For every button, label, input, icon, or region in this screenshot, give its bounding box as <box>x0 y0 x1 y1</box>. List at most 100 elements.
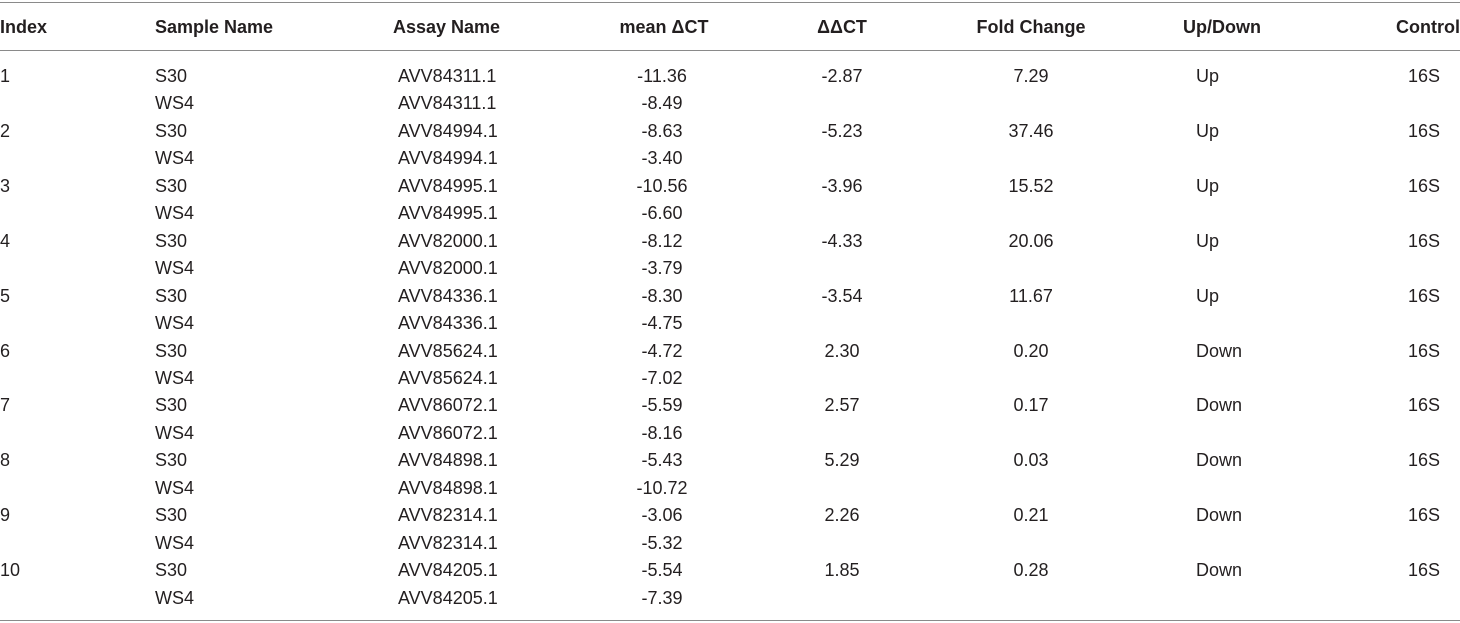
mean-dct-cell: -10.72 <box>636 477 688 498</box>
up-down-cell: Down <box>1196 395 1243 416</box>
sample-name-cell: WS4 <box>155 148 195 169</box>
sample-name-cell: WS4 <box>155 258 195 279</box>
up-down-cell: Up <box>1196 66 1220 86</box>
ddct-cell: -3.96 <box>821 175 863 196</box>
up-down-cell: Up <box>1196 285 1220 306</box>
fold-change-cell: 11.67 <box>1009 285 1053 306</box>
mean-dct-cell: -8.63 <box>641 120 683 141</box>
control-cell: 16S <box>1407 230 1441 251</box>
sample-name-cell: S30 <box>155 175 188 196</box>
assay-name-cell: AVV86072.1 <box>398 422 498 443</box>
assay-name-cell: AVV84995.1 <box>398 203 498 224</box>
index-cell: 8 <box>0 450 11 471</box>
column-header: Sample Name <box>155 17 274 37</box>
up-down-cell: Down <box>1196 505 1243 526</box>
sample-name-cell: S30 <box>155 505 188 526</box>
column-header: Index <box>0 17 48 37</box>
bottom-rule <box>0 620 1460 621</box>
assay-name-cell: AVV84994.1 <box>398 120 498 141</box>
column-header: Assay Name <box>393 17 501 37</box>
mean-dct-cell: -8.49 <box>641 93 683 114</box>
assay-name-cell: AVV82000.1 <box>398 230 498 251</box>
mean-dct-cell: -4.72 <box>641 340 683 361</box>
sample-name-cell: WS4 <box>155 587 195 608</box>
assay-name-cell: AVV84205.1 <box>398 560 498 581</box>
fold-change-cell: 0.28 <box>1013 560 1049 581</box>
sample-name-cell: S30 <box>155 560 188 581</box>
control-cell: 16S <box>1407 450 1441 471</box>
control-cell: 16S <box>1407 175 1441 196</box>
index-cell: 6 <box>0 340 11 361</box>
sample-name-cell: S30 <box>155 285 188 306</box>
index-cell: 2 <box>0 120 11 141</box>
control-cell: 16S <box>1407 395 1441 416</box>
ddct-cell: -3.54 <box>821 285 863 306</box>
control-cell: 16S <box>1407 285 1441 306</box>
control-cell: 16S <box>1407 120 1441 141</box>
control-cell: 16S <box>1407 66 1441 86</box>
sample-name-cell: WS4 <box>155 532 195 553</box>
column-header: Up/Down <box>1183 17 1261 37</box>
sample-name-cell: S30 <box>155 450 188 471</box>
assay-name-cell: AVV84336.1 <box>398 285 498 306</box>
sample-name-cell: S30 <box>155 340 188 361</box>
column-header: Fold Change <box>976 17 1086 37</box>
sample-name-cell: S30 <box>155 395 188 416</box>
mean-dct-cell: -7.02 <box>641 367 683 388</box>
index-cell: 1 <box>0 66 11 86</box>
header-rule <box>0 50 1460 51</box>
assay-name-cell: AVV84898.1 <box>398 450 498 471</box>
up-down-cell: Down <box>1196 340 1243 361</box>
mean-dct-cell: -6.60 <box>641 203 683 224</box>
mean-dct-cell: -8.30 <box>641 285 683 306</box>
assay-name-cell: AVV85624.1 <box>398 367 498 388</box>
ddct-cell: 2.57 <box>824 395 860 416</box>
assay-name-cell: AVV84994.1 <box>398 148 498 169</box>
fold-change-cell: 0.21 <box>1013 505 1049 526</box>
assay-name-cell: AVV82314.1 <box>398 532 498 553</box>
ddct-cell: 2.30 <box>824 340 860 361</box>
mean-dct-cell: -11.36 <box>637 66 687 86</box>
control-cell: 16S <box>1407 560 1441 581</box>
mean-dct-cell: -5.32 <box>641 532 683 553</box>
index-cell: 4 <box>0 230 11 251</box>
mean-dct-cell: -3.79 <box>641 258 683 279</box>
mean-dct-cell: -3.06 <box>641 505 683 526</box>
sample-name-cell: WS4 <box>155 367 195 388</box>
assay-name-cell: AVV84311.1 <box>398 93 497 114</box>
up-down-cell: Down <box>1196 560 1243 581</box>
sample-name-cell: WS4 <box>155 477 195 498</box>
column-header: mean ΔCT <box>619 17 709 37</box>
mean-dct-cell: -8.12 <box>641 230 683 251</box>
sample-name-cell: WS4 <box>155 313 195 334</box>
fold-change-cell: 37.46 <box>1008 120 1054 141</box>
assay-name-cell: AVV84336.1 <box>398 313 498 334</box>
mean-dct-cell: -4.75 <box>641 313 683 334</box>
index-cell: 7 <box>0 395 11 416</box>
ddct-cell: -5.23 <box>821 120 863 141</box>
mean-dct-cell: -5.59 <box>641 395 683 416</box>
ddct-cell: 5.29 <box>824 450 860 471</box>
ddct-cell: 2.26 <box>824 505 860 526</box>
assay-name-cell: AVV84898.1 <box>398 477 498 498</box>
ddct-cell: -2.87 <box>821 66 863 86</box>
sample-name-cell: WS4 <box>155 422 195 443</box>
assay-name-cell: AVV84311.1 <box>398 66 497 86</box>
assay-name-cell: AVV82314.1 <box>398 505 498 526</box>
up-down-cell: Up <box>1196 230 1220 251</box>
sample-name-cell: WS4 <box>155 203 195 224</box>
assay-name-cell: AVV84205.1 <box>398 587 498 608</box>
mean-dct-cell: -5.54 <box>641 560 683 581</box>
ddct-cell: -4.33 <box>821 230 863 251</box>
sample-name-cell: S30 <box>155 120 188 141</box>
assay-name-cell: AVV85624.1 <box>398 340 498 361</box>
fold-change-cell: 0.20 <box>1013 340 1049 361</box>
assay-name-cell: AVV84995.1 <box>398 175 498 196</box>
top-rule <box>0 2 1460 3</box>
mean-dct-cell: -5.43 <box>641 450 683 471</box>
up-down-cell: Down <box>1196 450 1243 471</box>
index-cell: 3 <box>0 175 11 196</box>
assay-name-cell: AVV86072.1 <box>398 395 498 416</box>
sample-name-cell: WS4 <box>155 93 195 114</box>
